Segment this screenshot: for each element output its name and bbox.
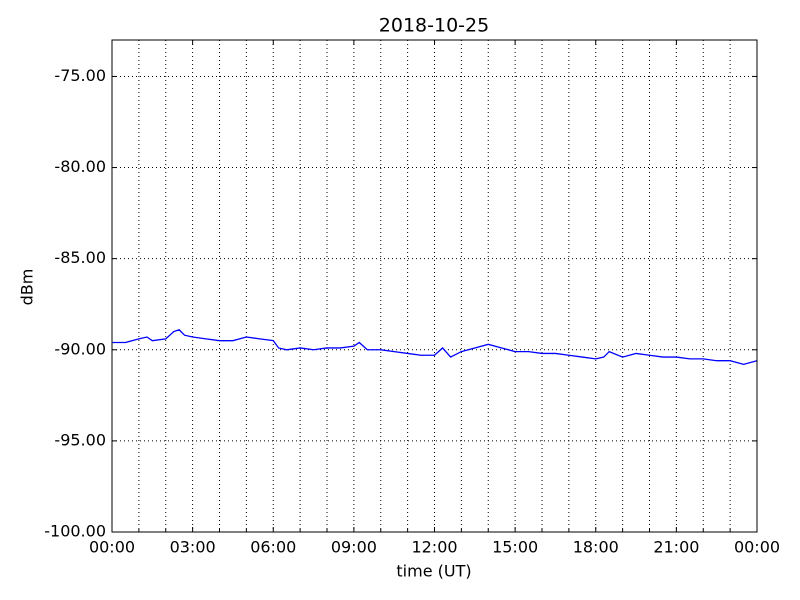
data-line: [112, 328, 758, 366]
x-axis-label: time (UT): [396, 562, 471, 581]
x-tick-label: 06:00: [250, 538, 296, 557]
y-tick-label: -100.00: [44, 522, 106, 541]
plot-frame: [111, 39, 758, 533]
x-tick-label: 18:00: [573, 538, 619, 557]
x-tick-label: 09:00: [331, 538, 377, 557]
chart-title: 2018-10-25: [379, 15, 489, 37]
y-tick-label: -80.00: [54, 157, 106, 176]
y-tick-label: -75.00: [54, 66, 106, 85]
y-tick-label: -95.00: [54, 430, 106, 449]
x-tick-label: 12:00: [411, 538, 457, 557]
x-tick-label: 21:00: [653, 538, 699, 557]
x-tick-label: 15:00: [492, 538, 538, 557]
y-tick-label: -85.00: [54, 248, 106, 267]
y-axis-label: dBm: [18, 269, 37, 306]
x-tick-label: 00:00: [89, 538, 135, 557]
x-tick-label: 00:00: [734, 538, 780, 557]
x-tick-label: 03:00: [170, 538, 216, 557]
y-tick-label: -90.00: [54, 339, 106, 358]
